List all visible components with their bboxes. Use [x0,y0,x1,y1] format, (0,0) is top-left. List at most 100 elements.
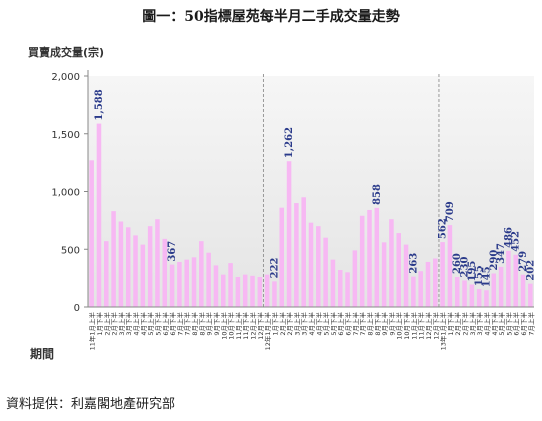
x-tick-label: 2月下半 [461,312,470,336]
x-tick-label: 9月下半 [387,312,396,336]
x-tick-label: 10月下半 [227,312,236,340]
bar [498,266,504,307]
x-axis: 11年1月上半 1月下半 2月上半 2月下半 3月上半 3月下半 4月上半 4月下半 5月上半 5… [88,306,535,351]
x-axis-label: 期間 [30,347,55,361]
x-tick-label: 7月下半 [358,312,367,336]
x-tick-label: 5月下半 [329,312,338,336]
bar [89,160,94,307]
bar-value-label: 367 [167,241,178,262]
bar-value-label: 202 [525,260,536,281]
bar [133,235,138,307]
bar [199,241,204,307]
chart-title: 圖一：50指標屋苑每半月二手成交量走勢 [142,9,400,25]
bar [316,226,321,307]
x-tick-label: 9月上半 [380,312,389,336]
x-tick-label: 7月上半 [351,312,360,336]
bar [264,274,270,307]
bar [111,211,116,307]
x-tick-label: 2月上半 [278,312,287,336]
bar-value-label: 222 [269,257,280,278]
bar [206,252,211,307]
x-tick-label: 9月上半 [205,312,214,336]
bar [359,215,365,307]
bar [389,219,394,307]
x-tick-label: 1月下半 [270,312,279,336]
bar [308,222,314,307]
x-tick-label: 10月下半 [402,312,411,340]
bar [425,261,431,307]
bar [374,207,380,307]
x-tick-label: 7月上半 [526,312,535,336]
x-tick-label: 11月上半 [234,312,243,340]
x-tick-label: 3月上半 [468,312,477,336]
bar [96,123,102,307]
x-tick-label: 6月下半 [344,312,353,336]
x-tick-label: 13年1月上半 [439,312,448,351]
bar [242,274,248,307]
bar [220,274,226,307]
x-tick-label: 2月下半 [110,312,119,336]
bars [89,123,533,307]
bar-value-label: 858 [372,184,383,205]
x-tick-label: 3月下半 [300,312,309,336]
bar [279,207,285,307]
x-tick-label: 8月上半 [190,312,199,336]
bar-value-label: 1,262 [284,127,295,158]
x-tick-label: 5月上半 [146,312,155,336]
x-tick-label: 11月下半 [417,312,426,340]
year-dividers [262,74,440,307]
bar-value-label: 452 [511,231,522,252]
x-tick-label: 6月上半 [161,312,170,336]
x-tick-label: 10月上半 [219,312,228,340]
bar [345,272,350,307]
y-tick-label: 1,000 [51,188,80,199]
bar [418,271,423,307]
bar-value-label: 347 [496,243,507,264]
bar-value-label: 290 [489,250,500,271]
bar [367,209,372,307]
bar-value-label: 260 [452,253,463,274]
bar-value-label: 709 [445,201,456,222]
bar [213,265,219,307]
bar-value-label: 1,588 [94,89,105,120]
bar [337,270,343,307]
bar [191,257,197,307]
bar [118,221,124,307]
bar [469,284,475,307]
bar [381,242,387,307]
y-axis-label: 買賣成交量(宗) [28,46,105,59]
bar [484,290,489,307]
bar [513,254,518,307]
bar [162,238,168,307]
x-tick-label: 11月下半 [241,312,250,340]
bar-value-label: 195 [467,261,478,282]
x-tick-label: 4月上半 [132,312,141,336]
x-tick-label: 12月下半 [431,312,440,340]
bar [140,244,146,307]
y-tick-label: 2,000 [51,72,80,83]
bar [352,250,358,307]
x-tick-label: 12月上半 [424,312,433,340]
bar [506,250,511,307]
bar [411,276,416,307]
x-tick-label: 10月上半 [395,312,404,340]
x-tick-label: 5月下半 [153,312,162,336]
x-tick-label: 3月下半 [124,312,133,336]
x-tick-label: 4月上半 [307,312,316,336]
x-tick-label: 6月下半 [519,312,528,336]
bar [491,273,497,307]
y-tick-label: 0 [74,303,80,314]
bar [454,276,460,307]
bar [462,280,467,307]
x-tick-label: 12月下半 [256,312,265,340]
y-axis: 0 500 1,000 1,500 2,000 [51,70,89,314]
x-tick-label: 7月下半 [183,312,192,336]
x-tick-label: 8月下半 [197,312,206,336]
x-tick-label: 12月上半 [249,312,258,340]
bar-value-label: 486 [503,227,514,248]
bar [257,276,263,307]
x-tick-label: 3月上半 [292,312,301,336]
x-tick-label: 11月上半 [409,312,418,340]
bar [250,275,255,307]
source-note: 資料提供：利嘉閣地產研究部 [6,397,176,412]
